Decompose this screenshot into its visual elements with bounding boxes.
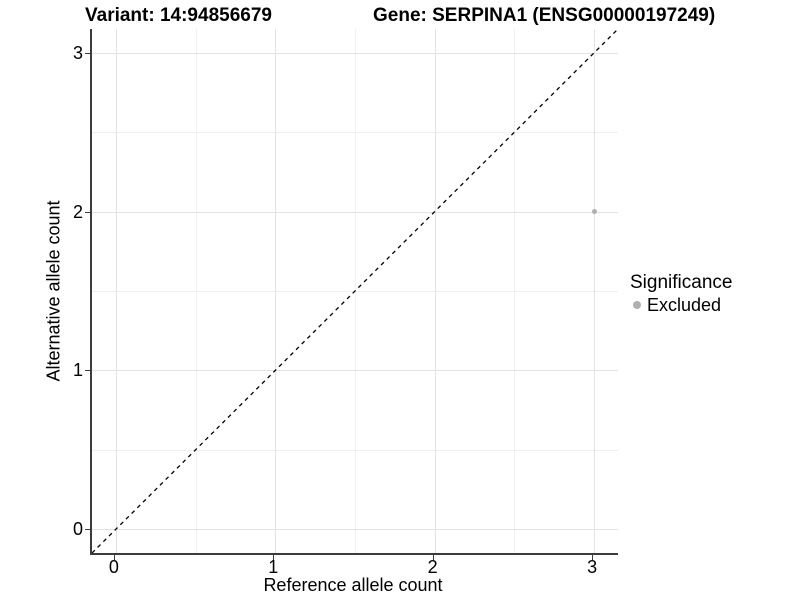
legend-item-excluded: Excluded — [630, 295, 732, 315]
x-major-gridline — [594, 29, 596, 553]
y-major-gridline — [92, 370, 618, 372]
x-major-gridline — [434, 29, 436, 553]
legend-title: Significance — [630, 272, 733, 293]
y-major-gridline — [92, 529, 618, 531]
x-axis-tick — [113, 555, 115, 560]
y-axis-tick — [85, 370, 90, 372]
x-axis-tick — [432, 555, 434, 560]
y-tick-label: 2 — [72, 201, 83, 222]
x-tick-label: 2 — [427, 557, 438, 577]
x-major-gridline — [115, 29, 117, 553]
gene-title: Gene: SERPINA1 (ENSG00000197249) — [373, 5, 716, 26]
y-tick-label: 3 — [72, 42, 83, 63]
x-minor-gridline — [355, 29, 356, 553]
x-tick-label: 3 — [587, 557, 598, 577]
y-tick-label: 1 — [72, 360, 83, 381]
y-major-gridline — [92, 211, 618, 213]
data-point — [591, 209, 597, 215]
y-major-gridline — [92, 52, 618, 54]
x-minor-gridline — [514, 29, 516, 553]
x-tick-label: 0 — [108, 557, 119, 577]
excluded-marker-icon — [633, 301, 641, 309]
y-axis-tick — [85, 211, 90, 213]
x-tick-label: 1 — [268, 557, 279, 577]
legend: Significance Excluded — [630, 272, 732, 315]
x-minor-gridline — [195, 29, 197, 553]
y-axis-tick — [85, 52, 90, 54]
x-axis-title: Reference allele count — [263, 575, 443, 595]
x-axis-tick — [273, 555, 275, 560]
legend-item-label: Excluded — [647, 295, 722, 315]
x-major-gridline — [275, 29, 277, 553]
plot-panel — [90, 29, 618, 555]
y-axis-tick — [85, 529, 90, 531]
x-axis-tick — [592, 555, 594, 560]
variant-title: Variant: 14:94856679 — [85, 5, 272, 26]
y-tick-label: 0 — [72, 519, 83, 540]
y-axis-title: Alternative allele count — [43, 200, 64, 382]
